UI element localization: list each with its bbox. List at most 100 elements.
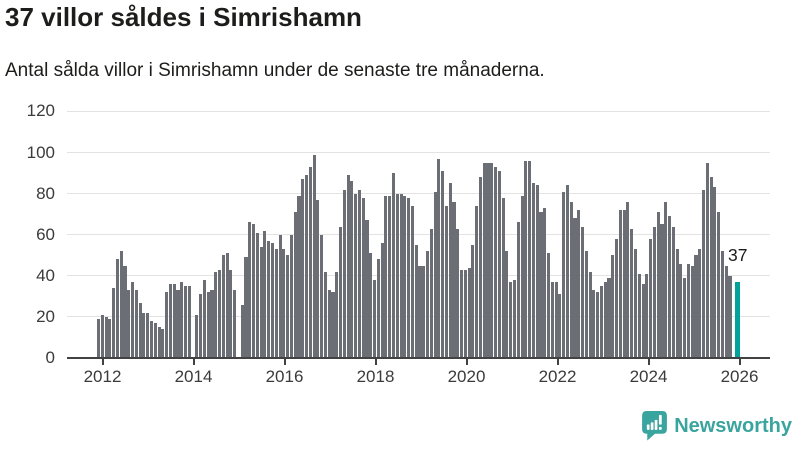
chart-bar	[486, 162, 490, 358]
chart-bar	[558, 294, 562, 358]
chart-bar	[312, 154, 316, 358]
chart-bar	[100, 314, 104, 358]
chart-bar	[611, 255, 615, 358]
x-tick	[556, 357, 559, 365]
chart-bar	[660, 224, 664, 358]
chart-bar	[293, 212, 297, 358]
chart-bar	[516, 222, 520, 358]
x-tick	[101, 357, 104, 365]
chart-bar	[308, 166, 312, 358]
chart-bar	[214, 271, 218, 358]
x-tick	[738, 357, 741, 365]
chart-bar	[282, 249, 286, 358]
chart-bar	[667, 216, 672, 358]
chart-bar	[221, 255, 225, 358]
chart-bar	[618, 210, 622, 358]
chart-bar	[554, 282, 558, 358]
x-tick-label: 2016	[265, 367, 304, 386]
chart-bar	[437, 158, 441, 358]
chart-bar	[395, 193, 399, 358]
chart-bar	[422, 265, 426, 358]
chart-bar	[565, 185, 569, 358]
chart-bar	[153, 323, 157, 358]
x-tick-label: 2018	[356, 367, 395, 386]
page-title: 37 villor såldes i Simrishamn	[5, 2, 362, 32]
chart-bar	[501, 197, 505, 358]
chart-bar	[161, 329, 165, 358]
chart-bar	[403, 195, 407, 358]
chart-bar	[376, 259, 380, 358]
chart-bar	[569, 201, 573, 358]
chart-bar	[509, 282, 513, 358]
x-tick	[283, 357, 286, 365]
chart-bar	[679, 263, 683, 358]
chart-bar	[229, 269, 233, 358]
chart-bar	[350, 181, 354, 358]
newsworthy-logo-icon	[642, 411, 668, 441]
chart-bar	[138, 302, 142, 358]
chart-bar	[460, 269, 464, 358]
chart-bar	[539, 212, 543, 358]
latest-value-label: 37	[728, 245, 748, 265]
chart-bar	[357, 189, 361, 358]
chart-bar	[615, 238, 619, 358]
x-tick	[465, 357, 468, 365]
chart-bar	[599, 286, 603, 358]
gridline	[67, 110, 770, 112]
chart-bar	[206, 292, 210, 358]
chart-bar	[316, 199, 320, 358]
chart-bar	[202, 279, 206, 358]
chart-bar	[176, 290, 180, 358]
chart-bar	[165, 292, 169, 358]
chart-bar	[531, 183, 535, 358]
chart-bar	[713, 187, 717, 358]
chart-bar	[698, 249, 702, 358]
chart-bar	[195, 314, 199, 358]
chart-bar	[444, 205, 448, 358]
chart-bar	[354, 193, 358, 358]
chart-bar	[263, 230, 267, 358]
chart-bar	[233, 290, 237, 358]
chart-bar	[127, 290, 131, 358]
chart-bar	[562, 191, 566, 358]
gridline	[67, 193, 770, 195]
chart-bar	[463, 269, 467, 358]
chart-bar	[361, 197, 365, 358]
chart-bar	[592, 290, 596, 358]
chart-bar	[471, 245, 475, 358]
x-axis-line	[67, 357, 770, 359]
chart-bar	[278, 234, 282, 358]
x-tick-label: 2020	[447, 367, 486, 386]
chart-bar	[694, 255, 698, 358]
chart-bar	[255, 232, 259, 358]
chart-bar	[301, 179, 305, 358]
x-tick-label: 2024	[629, 367, 668, 386]
chart-bar	[342, 189, 346, 358]
chart-bar	[671, 226, 675, 358]
chart-bar	[384, 195, 388, 358]
gridline	[67, 234, 770, 236]
y-tick-label: 0	[45, 348, 55, 367]
chart-bar	[512, 279, 517, 358]
chart-bar	[467, 267, 471, 358]
chart-bar	[452, 201, 456, 358]
chart-bar	[407, 197, 411, 358]
chart-bar	[244, 257, 248, 358]
chart-bar	[448, 183, 452, 358]
chart-bar	[267, 240, 271, 358]
chart-bar	[630, 228, 634, 358]
y-tick-label: 20	[36, 306, 55, 326]
chart-bar	[252, 224, 256, 358]
chart-bar	[441, 171, 445, 358]
chart-bar	[248, 222, 252, 358]
chart-bar	[429, 228, 433, 358]
chart-bar	[225, 253, 229, 358]
chart-bar	[369, 253, 373, 358]
y-tick-label: 40	[36, 265, 55, 285]
chart-bar	[373, 279, 377, 358]
chart-bars	[97, 112, 740, 358]
chart-bar	[637, 273, 641, 358]
chart-bar	[104, 316, 108, 358]
chart-bar	[494, 166, 498, 358]
chart-bar	[645, 273, 649, 358]
